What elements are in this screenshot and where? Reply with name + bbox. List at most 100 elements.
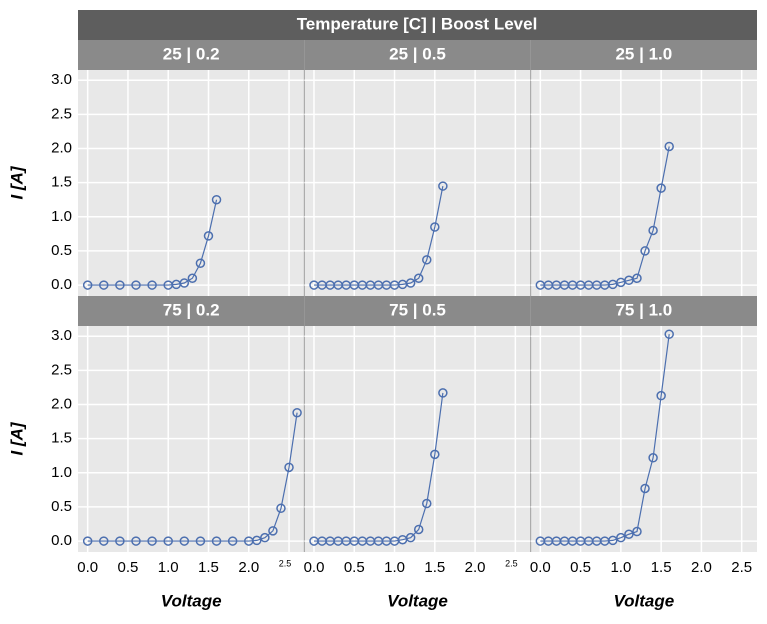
data-point	[405, 278, 416, 288]
facet-title: 25 | 0.2	[163, 44, 220, 63]
data-point	[648, 225, 658, 236]
y-tick-label: 3.0	[51, 327, 72, 344]
facet-title: 75 | 1.0	[615, 300, 672, 319]
data-point	[616, 532, 626, 543]
data-point	[624, 529, 634, 539]
y-tick-label: 0.5	[51, 242, 72, 259]
facet-strip	[530, 296, 757, 326]
x-tick-label: 2.0	[691, 559, 712, 576]
x-tick-label: 1.5	[424, 559, 445, 576]
data-point	[284, 462, 294, 473]
data-point	[640, 483, 650, 494]
data-point	[413, 273, 424, 283]
data-point	[195, 536, 206, 546]
x-tick-label: 1.0	[610, 559, 631, 576]
figure-title: Temperature [C] | Boost Level	[297, 14, 538, 33]
data-point	[252, 535, 262, 546]
y-tick-label: 1.0	[51, 464, 72, 481]
y-tick-label: 2.0	[51, 395, 72, 412]
x-tick-label: 0.0	[304, 559, 325, 576]
data-point	[163, 536, 173, 546]
data-point	[227, 536, 238, 546]
x-tick-label: 1.5	[651, 559, 672, 576]
data-point	[405, 532, 416, 543]
x-axis-label: Voltage	[613, 591, 674, 610]
x-tick-label: 0.5	[344, 559, 365, 576]
x-tick-label: 1.0	[158, 559, 179, 576]
data-line	[87, 412, 298, 542]
x-tick-label: 0.0	[530, 559, 551, 576]
data-point	[632, 273, 642, 283]
data-point	[82, 280, 93, 290]
data-point	[131, 536, 141, 546]
data-point	[640, 246, 650, 256]
data-point	[632, 526, 642, 537]
x-tick-label: 0.5	[570, 559, 591, 576]
y-tick-label: 0.0	[51, 276, 72, 293]
x-tick-label: 1.0	[384, 559, 405, 576]
y-tick-label: 0.5	[51, 498, 72, 515]
data-point	[430, 222, 440, 232]
data-point	[438, 181, 448, 191]
data-point	[211, 194, 222, 205]
data-point	[664, 329, 674, 339]
data-point	[656, 183, 666, 193]
data-point	[656, 390, 666, 401]
data-point	[131, 280, 141, 290]
data-point	[179, 278, 190, 288]
facet-title: 25 | 0.5	[389, 44, 446, 63]
y-axis-label: I [A]	[7, 421, 26, 455]
y-tick-label: 0.0	[51, 532, 72, 549]
data-point	[179, 536, 190, 546]
x-axis-label: Voltage	[387, 591, 448, 610]
facet-title: 75 | 0.2	[163, 300, 220, 319]
y-tick-label: 1.5	[51, 430, 72, 447]
data-point	[99, 280, 109, 290]
data-point	[422, 255, 432, 265]
x-tick-label: 1.5	[198, 559, 219, 576]
data-point	[292, 407, 302, 418]
data-point	[147, 280, 157, 290]
x-axis-label: Voltage	[161, 591, 222, 610]
facet-strip	[530, 40, 757, 70]
facet-strip	[304, 296, 531, 326]
data-point	[413, 524, 424, 535]
data-point	[203, 231, 214, 241]
data-point	[147, 536, 157, 546]
facet-title: 25 | 1.0	[615, 44, 672, 63]
data-line	[540, 334, 670, 542]
x-tick-label: 2.5	[279, 558, 292, 568]
x-tick-label: 2.5	[505, 558, 518, 568]
x-tick-label: 2.5	[731, 559, 752, 576]
y-axis-label: I [A]	[7, 165, 26, 199]
x-tick-label: 0.0	[77, 559, 98, 576]
x-tick-label: 0.5	[118, 559, 139, 576]
data-point	[115, 536, 125, 546]
data-point	[187, 273, 198, 283]
y-tick-label: 2.0	[51, 139, 72, 156]
facet-title: 75 | 0.5	[389, 300, 446, 319]
y-tick-label: 2.5	[51, 361, 72, 378]
y-tick-label: 3.0	[51, 71, 72, 88]
data-point	[211, 536, 222, 546]
data-point	[260, 532, 270, 543]
facet-strip	[78, 296, 305, 326]
data-point	[268, 526, 278, 536]
data-point	[664, 141, 674, 152]
data-point	[422, 498, 432, 509]
data-line	[313, 185, 444, 286]
data-point	[99, 536, 109, 546]
data-point	[608, 535, 618, 546]
data-point	[648, 453, 658, 463]
y-tick-label: 1.5	[51, 174, 72, 191]
data-point	[430, 449, 440, 460]
data-line	[313, 392, 444, 542]
figure-strip	[78, 10, 757, 40]
facet-strip	[304, 40, 531, 70]
data-point	[195, 258, 206, 268]
x-tick-label: 2.0	[238, 559, 259, 576]
x-tick-label: 2.0	[465, 559, 486, 576]
data-point	[115, 280, 125, 290]
facet-strip	[78, 40, 305, 70]
